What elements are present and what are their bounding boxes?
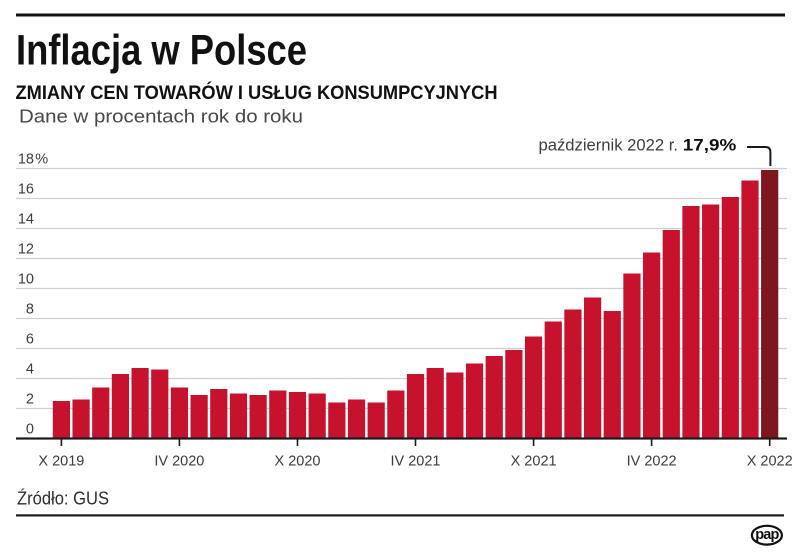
svg-text:pap: pap — [755, 527, 779, 543]
svg-text:2: 2 — [26, 392, 34, 408]
svg-text:ZMIANY CEN TOWARÓW I USŁUG KON: ZMIANY CEN TOWARÓW I USŁUG KONSUMPCYJNYC… — [16, 82, 498, 104]
svg-text:IV 2022: IV 2022 — [627, 454, 677, 470]
svg-text:Inflacja w Polsce: Inflacja w Polsce — [16, 27, 307, 74]
svg-text:12: 12 — [18, 242, 34, 258]
svg-text:październik 2022 r.: październik 2022 r. — [539, 137, 679, 155]
svg-text:Dane w procentach rok do roku: Dane w procentach rok do roku — [19, 106, 303, 127]
svg-text:X 2019: X 2019 — [38, 454, 84, 470]
svg-text:4: 4 — [26, 362, 34, 378]
svg-text:X 2021: X 2021 — [511, 454, 557, 470]
svg-text:X 2020: X 2020 — [275, 454, 321, 470]
svg-text:14: 14 — [18, 212, 34, 228]
svg-text:0: 0 — [26, 422, 34, 438]
svg-text:17,9%: 17,9% — [683, 136, 737, 155]
svg-text:X 2022: X 2022 — [747, 454, 793, 470]
svg-text:18: 18 — [18, 152, 34, 168]
svg-text:Źródło: GUS: Źródło: GUS — [17, 487, 109, 508]
svg-text:16: 16 — [18, 182, 34, 198]
svg-text:IV 2020: IV 2020 — [154, 454, 204, 470]
svg-text:6: 6 — [26, 332, 34, 348]
svg-text:8: 8 — [26, 302, 34, 318]
svg-text:IV 2021: IV 2021 — [391, 454, 441, 470]
svg-text:10: 10 — [18, 272, 34, 288]
svg-text:%: % — [35, 152, 48, 168]
